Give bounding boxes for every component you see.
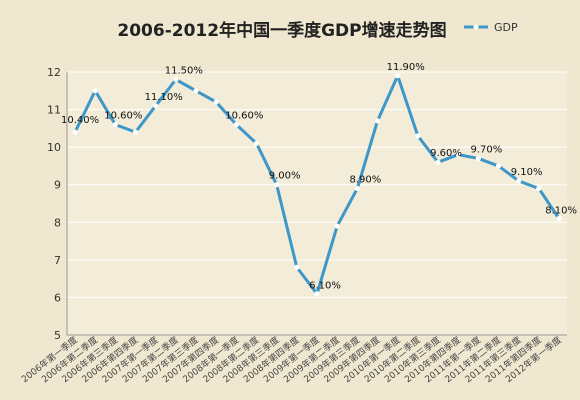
y-tick-label: 5 <box>54 329 61 342</box>
data-label: 6.10% <box>309 281 341 292</box>
data-point <box>354 185 360 192</box>
legend: GDP <box>464 21 518 34</box>
data-label: 11.90% <box>387 62 425 73</box>
legend-label: GDP <box>494 21 518 34</box>
y-tick-label: 7 <box>54 254 61 267</box>
data-label: 10.40% <box>61 115 99 126</box>
data-label: 9.60% <box>430 148 462 159</box>
data-point <box>72 129 78 135</box>
data-point <box>475 155 481 162</box>
data-label: 11.50% <box>165 66 203 77</box>
data-label: 11.10% <box>145 92 183 103</box>
data-point <box>193 88 199 94</box>
data-point <box>536 185 542 192</box>
data-label: 8.90% <box>349 174 381 185</box>
plot-area: 567891011122006年第一季度2006年第二季度2006年第三季度20… <box>19 62 577 385</box>
y-tick-label: 8 <box>54 216 61 229</box>
data-point <box>253 140 260 146</box>
data-point <box>213 99 219 105</box>
data-label: 9.10% <box>511 167 543 178</box>
data-point <box>274 182 280 188</box>
data-label: 10.60% <box>104 111 142 122</box>
data-label: 10.60% <box>225 111 263 122</box>
y-tick-label: 12 <box>47 66 61 79</box>
data-point <box>415 133 421 139</box>
data-point <box>435 159 441 165</box>
data-point <box>395 73 401 79</box>
data-point <box>173 76 179 83</box>
chart-title: 2006-2012年中国一季度GDP增速走势图 <box>117 20 446 41</box>
y-tick-label: 9 <box>54 179 61 192</box>
y-tick-label: 10 <box>47 141 61 154</box>
data-point <box>294 264 300 270</box>
data-point <box>455 152 461 158</box>
data-point <box>112 122 118 128</box>
data-point <box>556 215 562 222</box>
legend-marker <box>473 24 479 30</box>
data-point <box>314 291 320 297</box>
y-tick-label: 11 <box>47 104 61 117</box>
y-tick-label: 6 <box>54 291 61 304</box>
data-point <box>516 178 522 184</box>
data-point <box>132 129 139 135</box>
data-point <box>233 122 239 128</box>
data-point <box>495 163 502 169</box>
data-point <box>153 103 159 109</box>
data-label: 9.00% <box>269 171 301 182</box>
data-label: 8.10% <box>545 206 577 217</box>
data-point <box>334 223 340 229</box>
data-point <box>92 88 98 94</box>
data-label: 9.70% <box>470 144 502 155</box>
data-point <box>374 118 381 124</box>
